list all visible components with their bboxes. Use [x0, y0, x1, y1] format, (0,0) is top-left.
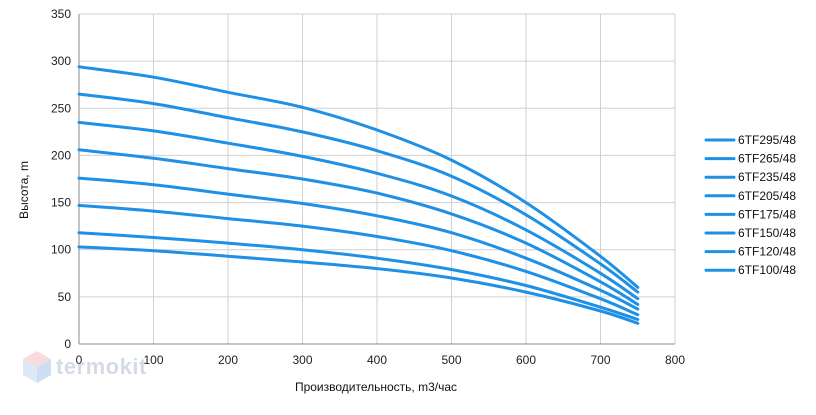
legend-item: 6TF100/48 — [704, 263, 796, 277]
legend-label: 6TF295/48 — [738, 133, 796, 147]
series-line — [77, 245, 640, 325]
x-tick-label: 300 — [292, 353, 312, 367]
tick-labels: 0 100 200 300 400 500 600 700 800 0 50 100 150 200 250… — [51, 7, 685, 367]
legend-label: 6TF265/48 — [738, 152, 796, 166]
logo-text: termokit — [56, 354, 147, 379]
series-line — [77, 92, 640, 294]
x-tick-label: 400 — [367, 353, 387, 367]
series-line — [77, 120, 640, 301]
x-axis-title: Производительность, m3/час — [295, 380, 457, 394]
x-tick-label: 0 — [76, 353, 83, 367]
series-line — [77, 148, 640, 306]
series-line — [77, 65, 640, 289]
legend-item: 6TF235/48 — [704, 170, 796, 184]
legend-item: 6TF120/48 — [704, 245, 796, 259]
x-tick-label: 800 — [665, 353, 685, 367]
x-tick-label: 500 — [441, 353, 461, 367]
legend-item: 6TF265/48 — [704, 152, 796, 166]
legend-label: 6TF120/48 — [738, 245, 796, 259]
legend-label: 6TF150/48 — [738, 226, 796, 240]
y-tick-label: 50 — [58, 290, 72, 304]
x-tick-label: 100 — [143, 353, 163, 367]
legend-label: 6TF175/48 — [738, 207, 796, 221]
y-tick-label: 350 — [51, 7, 71, 21]
legend-item: 6TF150/48 — [704, 226, 796, 240]
x-tick-label: 600 — [516, 353, 536, 367]
legend-item: 6TF295/48 — [704, 133, 796, 147]
y-tick-label: 200 — [51, 148, 71, 162]
y-tick-label: 250 — [51, 101, 71, 115]
y-tick-label: 150 — [51, 196, 71, 210]
legend-label: 6TF100/48 — [738, 263, 796, 277]
legend-item: 6TF175/48 — [704, 207, 796, 221]
legend-item: 6TF205/48 — [704, 189, 796, 203]
legend-label: 6TF205/48 — [738, 189, 796, 203]
x-tick-label: 200 — [218, 353, 238, 367]
x-tick-label: 700 — [590, 353, 610, 367]
series-line — [77, 176, 640, 311]
y-tick-label: 300 — [51, 54, 71, 68]
y-axis-title: Высота, m — [17, 161, 31, 219]
series-line — [77, 203, 640, 317]
series-lines — [77, 65, 640, 325]
y-tick-label: 100 — [51, 243, 71, 257]
series-line — [77, 231, 640, 321]
y-tick-label: 0 — [64, 337, 71, 351]
legend: 6TF295/48 6TF265/48 6TF235/48 6TF205/48 6TF1… — [704, 133, 796, 277]
logo-cube-icon — [23, 351, 51, 383]
termokit-logo: termokit — [22, 350, 147, 384]
legend-label: 6TF235/48 — [738, 170, 796, 184]
